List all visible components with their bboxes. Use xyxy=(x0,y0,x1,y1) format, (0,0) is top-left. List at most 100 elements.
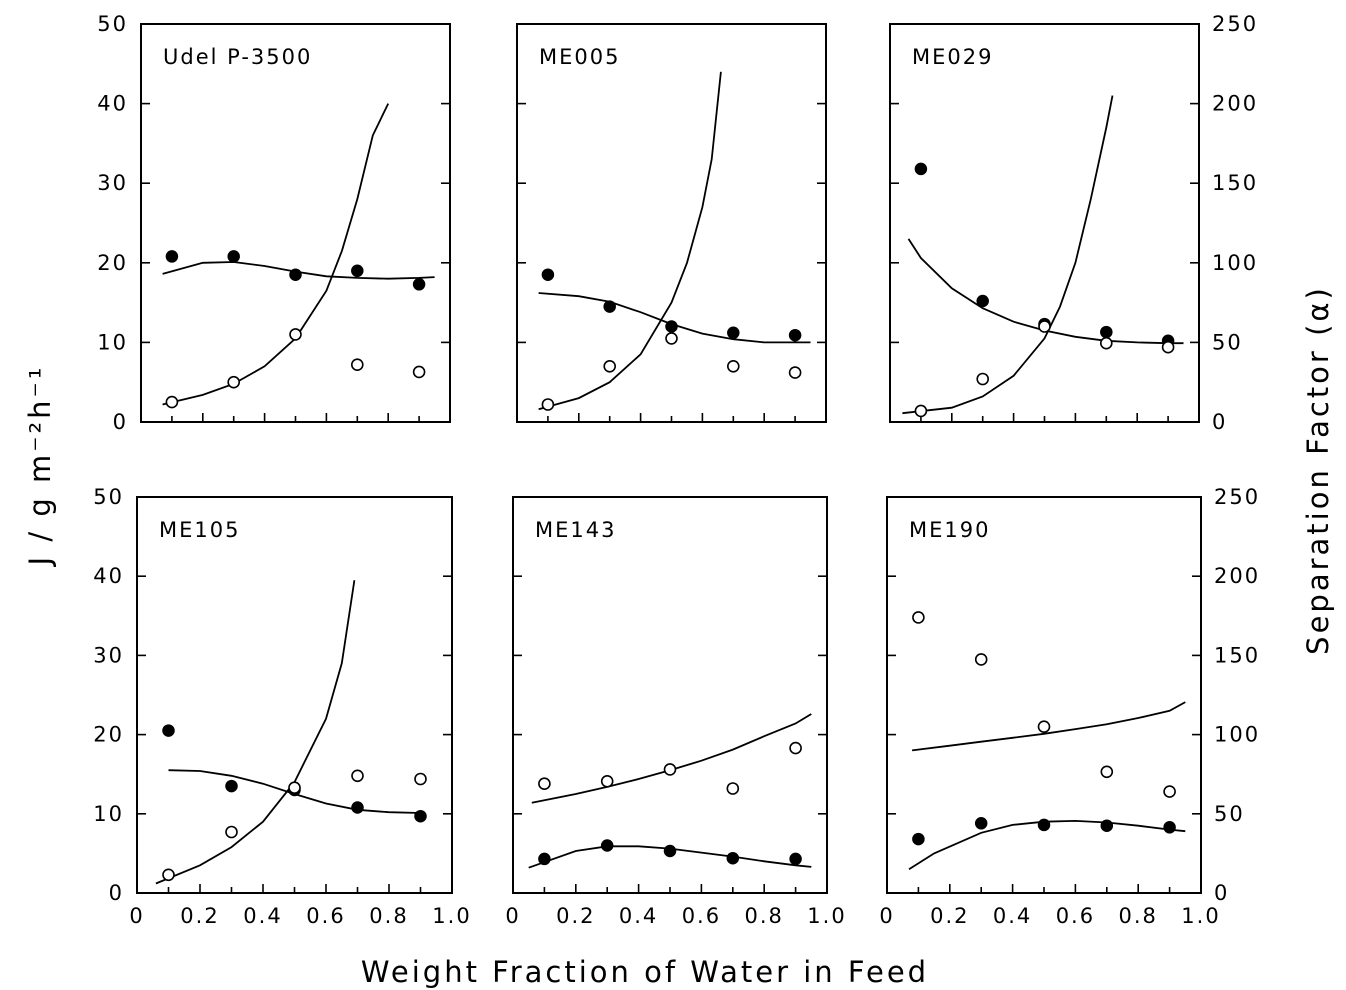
x-tick-label: 0 xyxy=(129,904,144,928)
data-point-open xyxy=(665,332,678,345)
data-point-filled xyxy=(538,852,551,866)
left-axis-title: J / g m⁻²h⁻¹ xyxy=(23,365,57,568)
plot-frame xyxy=(136,496,453,894)
y-tick-label: 50 xyxy=(97,12,128,36)
data-point-open xyxy=(350,358,364,372)
y-tick-label: 40 xyxy=(97,92,128,116)
data-point-open xyxy=(541,398,555,411)
y-tick-label: 50 xyxy=(93,485,124,509)
plot-frame xyxy=(512,496,828,894)
y-tick-label: 40 xyxy=(93,564,124,588)
data-point-filled xyxy=(165,250,179,263)
data-point-filled xyxy=(726,851,740,865)
data-point-open xyxy=(1100,336,1113,350)
panel-udel-p3500: 0 10 20 30 40 50 Udel P-3500 xyxy=(97,12,451,434)
data-point-filled xyxy=(414,809,427,823)
data-point-open xyxy=(914,404,928,418)
y-tick-label: 10 xyxy=(93,802,124,826)
x-tick-label: 0.8 xyxy=(369,904,408,928)
panel-title: ME105 xyxy=(159,518,240,542)
y2-tick-label: 250 xyxy=(1212,12,1258,36)
data-point-open xyxy=(227,375,240,389)
data-point-filled xyxy=(1163,821,1176,834)
data-point-open xyxy=(351,769,364,783)
fit-curve-open xyxy=(162,103,390,406)
data-point-open xyxy=(1163,785,1176,798)
fit-curve-open xyxy=(902,95,1114,415)
data-point-filled xyxy=(541,268,555,281)
y2-tick-label: 0 xyxy=(1212,410,1227,434)
x-axis-title: Weight Fraction of Water in Feed xyxy=(361,955,929,989)
panel-me005: ME005 xyxy=(516,23,827,423)
data-point-filled xyxy=(600,839,614,852)
fit-curve-open xyxy=(538,71,722,411)
y-tick-label: 10 xyxy=(97,330,128,354)
y-tick-label: 20 xyxy=(97,251,128,275)
data-point-open xyxy=(1161,340,1175,354)
data-point-filled xyxy=(663,844,677,858)
data-point-filled xyxy=(727,326,740,340)
data-point-open xyxy=(976,372,990,386)
data-point-filled xyxy=(351,801,364,814)
plot-frame xyxy=(140,23,451,423)
data-point-open xyxy=(1038,320,1051,333)
x-tick-label: 0.4 xyxy=(243,904,282,928)
y2-tick-label: 100 xyxy=(1212,251,1258,275)
plot-frame xyxy=(516,23,827,423)
fit-curve-filled xyxy=(162,261,435,280)
y2-tick-label: 100 xyxy=(1214,723,1260,747)
data-point-open xyxy=(1100,765,1114,779)
x-tick-label: 0.4 xyxy=(619,904,658,928)
data-point-filled xyxy=(351,264,364,278)
x-tick-label: 0 xyxy=(505,904,520,928)
data-point-open xyxy=(225,825,238,839)
data-point-open xyxy=(912,611,925,624)
data-point-open xyxy=(600,774,614,788)
data-point-filled xyxy=(1037,818,1051,832)
plot-frame xyxy=(889,23,1200,423)
x-tick-label: 0.2 xyxy=(930,904,969,928)
fit-curve-filled xyxy=(538,292,811,344)
data-point-open xyxy=(726,782,740,795)
data-point-open xyxy=(974,653,988,666)
y-tick-label: 0 xyxy=(113,410,128,434)
fit-curve-open xyxy=(911,701,1186,752)
data-point-filled xyxy=(162,724,175,737)
data-point-filled xyxy=(1100,325,1113,339)
x-tick-label: 0.2 xyxy=(180,904,219,928)
y-tick-label: 30 xyxy=(97,171,128,195)
fit-curve-filled xyxy=(528,845,812,869)
fit-curve-open xyxy=(531,713,812,804)
plot-frame xyxy=(886,496,1202,894)
data-point-open xyxy=(1037,720,1051,734)
x-tick-label: 1.0 xyxy=(807,904,846,928)
y2-tick-label: 50 xyxy=(1214,802,1245,826)
x-tick-label: 0.6 xyxy=(682,904,721,928)
x-tick-label: 0.6 xyxy=(306,904,345,928)
data-point-filled xyxy=(227,250,240,263)
x-tick-label: 0 xyxy=(879,904,894,928)
fit-curve-filled xyxy=(908,819,1186,870)
data-point-open xyxy=(663,763,677,776)
x-tick-label: 0.6 xyxy=(1056,904,1095,928)
panel-me143: 0 0.2 0.4 0.6 0.8 1.0 ME143 xyxy=(505,496,846,928)
data-point-open xyxy=(412,365,426,379)
panel-title: ME029 xyxy=(912,45,993,69)
panel-me029: 0 50 100 150 200 250 ME029 xyxy=(889,12,1258,434)
right-axis-title: Separation Factor (α) xyxy=(1301,285,1335,655)
data-point-filled xyxy=(914,162,928,176)
y2-tick-label: 200 xyxy=(1214,564,1260,588)
y2-tick-label: 50 xyxy=(1212,330,1243,354)
data-point-filled xyxy=(974,817,988,830)
data-point-filled xyxy=(225,779,238,793)
y2-tick-label: 200 xyxy=(1212,92,1258,116)
data-point-open xyxy=(414,772,427,786)
y-tick-label: 30 xyxy=(93,643,124,667)
data-point-filled xyxy=(289,268,302,281)
data-point-open xyxy=(162,868,175,882)
x-tick-label: 0.2 xyxy=(556,904,595,928)
y2-tick-label: 150 xyxy=(1214,643,1260,667)
y2-tick-label: 250 xyxy=(1214,485,1260,509)
